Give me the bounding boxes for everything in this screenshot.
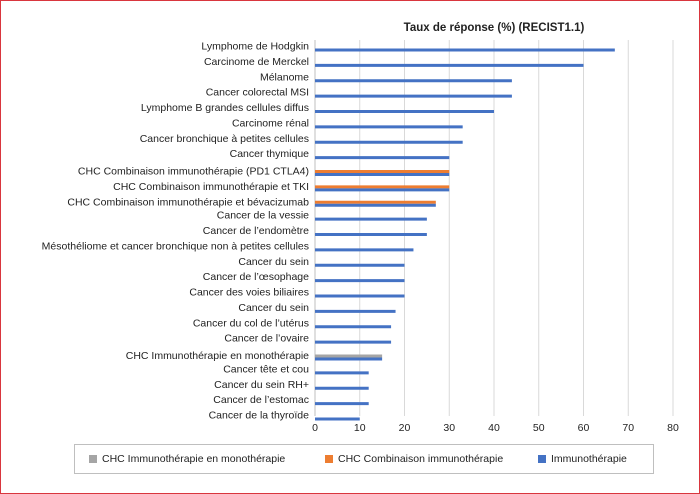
bar bbox=[315, 279, 405, 283]
category-label: Cancer des voies biliaires bbox=[189, 287, 309, 299]
legend-swatch-mono bbox=[89, 455, 97, 463]
chart-title: Taux de réponse (%) (RECIST1.1) bbox=[404, 22, 585, 34]
category-label: Cancer du sein bbox=[238, 256, 309, 268]
category-label: CHC Immunothérapie en monothérapie bbox=[126, 350, 309, 362]
category-label: CHC Combinaison immunothérapie (PD1 CTLA… bbox=[78, 166, 309, 178]
legend-item-combo: CHC Combinaison immunothérapie bbox=[325, 453, 503, 465]
bar bbox=[315, 371, 369, 375]
bar bbox=[315, 402, 369, 406]
bar bbox=[315, 170, 450, 173]
category-label: Cancer de l’ovaire bbox=[224, 333, 309, 345]
bar bbox=[315, 294, 405, 298]
legend-swatch-combo bbox=[325, 455, 333, 463]
category-label: Cancer de l’estomac bbox=[213, 394, 309, 406]
category-label: Mélanome bbox=[260, 71, 309, 83]
category-label: Cancer colorectal MSI bbox=[206, 87, 309, 99]
x-tick-label: 80 bbox=[667, 422, 679, 434]
bar bbox=[315, 48, 615, 52]
bar bbox=[315, 200, 436, 204]
category-label: Cancer de la thyroïde bbox=[209, 410, 310, 422]
category-label: Carcinome rénal bbox=[232, 117, 309, 129]
bar bbox=[315, 185, 450, 189]
category-label: Cancer de l’endomètre bbox=[203, 225, 309, 237]
bar bbox=[315, 63, 584, 67]
bar bbox=[315, 217, 427, 221]
category-label: CHC Combinaison immunothérapie et bévaci… bbox=[67, 196, 309, 208]
category-label: Cancer bronchique à petites cellules bbox=[140, 133, 309, 145]
x-tick-label: 20 bbox=[399, 422, 411, 434]
bar bbox=[315, 340, 392, 344]
x-tick-label: 0 bbox=[312, 422, 318, 434]
category-label: Mésothéliome et cancer bronchique non à … bbox=[42, 240, 309, 252]
legend-swatch-immuno bbox=[538, 455, 546, 463]
bar bbox=[315, 156, 450, 160]
bar bbox=[315, 248, 414, 252]
bar bbox=[315, 309, 396, 313]
legend-label-mono: CHC Immunothérapie en monothérapie bbox=[102, 453, 286, 465]
bar bbox=[315, 386, 369, 390]
bar bbox=[315, 325, 392, 329]
bar bbox=[315, 94, 512, 98]
bar bbox=[315, 357, 383, 361]
x-tick-label: 50 bbox=[533, 422, 545, 434]
legend-item-immuno: Immunothérapie bbox=[538, 453, 627, 465]
bar bbox=[315, 263, 405, 267]
category-label: Cancer du col de l’utérus bbox=[193, 317, 309, 329]
gridlines bbox=[314, 40, 674, 416]
bar bbox=[315, 125, 463, 129]
bar bbox=[315, 173, 450, 176]
x-tick-label: 40 bbox=[488, 422, 500, 434]
bar bbox=[315, 79, 512, 83]
legend-label-combo: CHC Combinaison immunothérapie bbox=[338, 453, 504, 465]
bar bbox=[315, 188, 450, 192]
category-label: Cancer de l’œsophage bbox=[203, 271, 309, 283]
x-tick-label: 70 bbox=[622, 422, 634, 434]
category-labels: Lymphome de Hodgkin Carcinome de Merckel M… bbox=[42, 41, 309, 422]
bar bbox=[315, 140, 463, 144]
category-label: Lymphome de Hodgkin bbox=[201, 41, 309, 53]
legend-label-immuno: Immunothérapie bbox=[551, 453, 627, 465]
legend-item-mono: CHC Immunothérapie en monothérapie bbox=[89, 453, 285, 465]
x-tick-label: 30 bbox=[443, 422, 455, 434]
x-tick-label: 60 bbox=[578, 422, 590, 434]
x-axis-ticks: 0 10 20 30 40 50 60 70 80 bbox=[312, 422, 679, 434]
bar bbox=[315, 233, 427, 236]
category-label: Cancer tête et cou bbox=[223, 363, 309, 375]
x-tick-label: 10 bbox=[354, 422, 366, 434]
category-label: Carcinome de Merckel bbox=[204, 56, 309, 68]
bar bbox=[315, 203, 436, 207]
category-label: Cancer du sein RH+ bbox=[214, 379, 309, 391]
bar bbox=[315, 354, 383, 358]
bar bbox=[315, 417, 360, 421]
category-label: CHC Combinaison immunothérapie et TKI bbox=[113, 181, 309, 193]
category-label: Cancer du sein bbox=[238, 302, 309, 314]
bar bbox=[315, 110, 494, 113]
category-label: Cancer de la vessie bbox=[217, 210, 309, 222]
category-label: Cancer thymique bbox=[230, 148, 310, 160]
category-label: Lymphome B grandes cellules diffus bbox=[141, 102, 309, 114]
legend: CHC Immunothérapie en monothérapie CHC C… bbox=[74, 444, 654, 474]
bars-group bbox=[315, 48, 615, 421]
